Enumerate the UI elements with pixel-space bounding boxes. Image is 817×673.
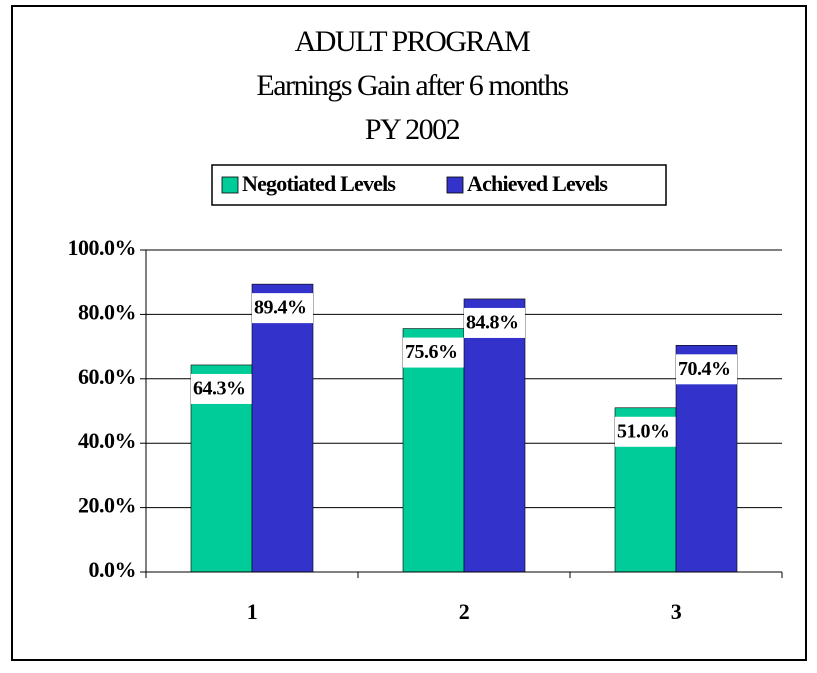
bar (402, 328, 465, 573)
legend-label: Negotiated Levels (242, 171, 396, 196)
value-label: 70.4% (678, 358, 731, 380)
y-tick-label: 0.0% (89, 557, 137, 582)
chart-title: ADULT PROGRAM (295, 25, 531, 58)
value-label: 84.8% (466, 312, 519, 334)
value-label-box (615, 416, 676, 447)
value-label-box (252, 293, 313, 324)
value-label: 51.0% (617, 420, 670, 442)
bar (251, 283, 314, 573)
y-tick-label: 20.0% (78, 493, 136, 518)
value-label: 75.6% (405, 341, 458, 363)
legend-swatch (446, 176, 464, 194)
x-tick-label: 1 (247, 599, 258, 624)
y-tick-label: 80.0% (78, 299, 136, 324)
legend-swatch (221, 176, 239, 194)
value-label: 64.3% (193, 378, 246, 400)
value-label-box (191, 373, 252, 404)
bar (463, 298, 526, 573)
y-tick-label: 40.0% (78, 428, 136, 453)
value-label-box (676, 354, 737, 385)
y-tick-label: 60.0% (78, 364, 136, 389)
legend (211, 164, 667, 206)
chart-title: Earnings Gain after 6 months (256, 69, 568, 102)
chart-title: PY 2002 (365, 113, 460, 146)
legend-label: Achieved Levels (467, 171, 608, 196)
value-label-box (403, 337, 464, 368)
value-label: 89.4% (254, 297, 307, 319)
value-label-box (464, 307, 525, 338)
y-tick-label: 100.0% (68, 235, 137, 260)
x-tick-label: 3 (671, 599, 682, 624)
x-tick-label: 2 (459, 599, 470, 624)
